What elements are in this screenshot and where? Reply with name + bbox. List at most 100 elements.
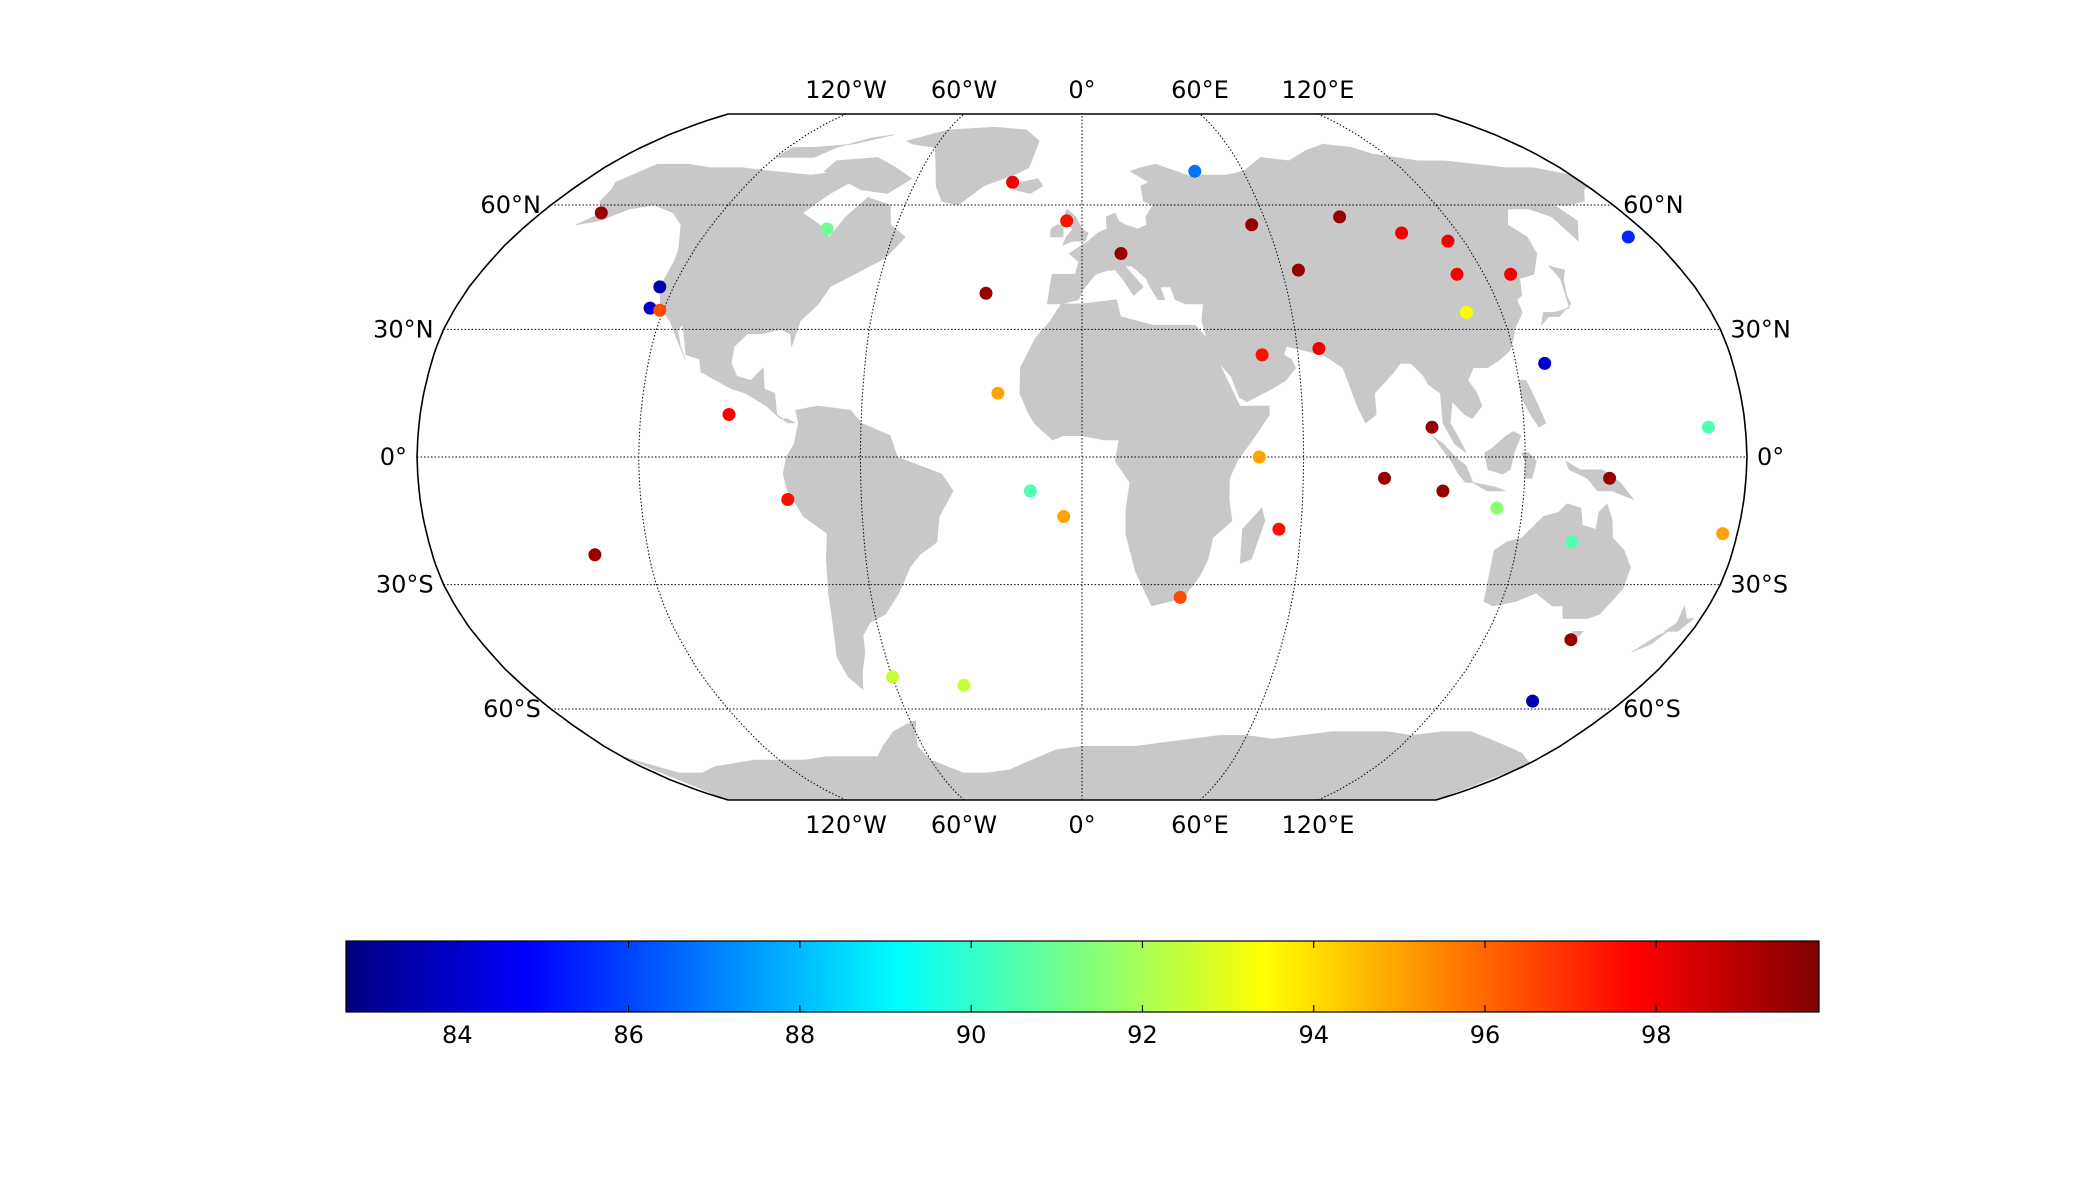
station-point	[1490, 501, 1504, 515]
land-polygon	[1540, 265, 1572, 327]
meridian-line	[859, 114, 965, 800]
station-point	[1378, 471, 1391, 485]
colorbar-tick-label: 98	[1641, 1021, 1672, 1049]
station-point	[1603, 471, 1617, 485]
meridian-label-bottom: 120°W	[805, 811, 887, 839]
station-point	[1252, 450, 1266, 464]
station-point	[1173, 590, 1187, 604]
station-point	[1057, 510, 1071, 523]
land-polygon	[1247, 324, 1284, 356]
station-point	[1060, 214, 1074, 228]
station-point	[1504, 267, 1518, 281]
meridian-label-top: 120°E	[1281, 76, 1354, 104]
station-point	[886, 670, 899, 684]
station-point	[1441, 234, 1455, 248]
colorbar-gradient	[345, 940, 1820, 1013]
station-point	[1701, 420, 1715, 434]
station-point	[957, 678, 971, 692]
colorbar-tick-label: 92	[1127, 1021, 1158, 1049]
parallel-label-left: 30°N	[373, 315, 434, 343]
station-point	[1538, 356, 1552, 370]
station-point	[1291, 263, 1305, 277]
land-polygon	[1484, 431, 1522, 475]
meridian-label-bottom: 60°E	[1171, 811, 1229, 839]
meridian-label-top: 60°E	[1171, 76, 1229, 104]
station-point	[1006, 175, 1020, 189]
parallel-label-right: 30°N	[1730, 315, 1791, 343]
station-point	[1255, 348, 1269, 362]
station-point	[1114, 247, 1128, 260]
station-point	[643, 301, 657, 315]
parallel-label-left: 30°S	[376, 571, 434, 599]
station-point	[991, 386, 1005, 400]
station-point	[1333, 210, 1347, 224]
colorbar-tick-label: 86	[613, 1021, 644, 1049]
land-polygon	[1046, 143, 1588, 453]
parallel-label-right: 60°S	[1623, 695, 1681, 723]
land-polygon	[1050, 224, 1064, 238]
station-point	[653, 280, 667, 294]
land-polygon	[1565, 460, 1635, 501]
station-point	[1564, 633, 1578, 647]
land-polygon	[905, 126, 1040, 206]
parallel-label-left: 60°S	[483, 695, 541, 723]
land-polygon	[1521, 452, 1537, 479]
station-point	[588, 548, 602, 562]
meridian-label-top: 0°	[1068, 76, 1095, 104]
parallel-label-right: 30°S	[1730, 571, 1788, 599]
meridian-label-top: 60°W	[931, 76, 997, 104]
colorbar-tick-label: 90	[956, 1021, 987, 1049]
station-point	[1450, 267, 1464, 281]
graticule	[417, 114, 1747, 800]
land-polygon	[1472, 482, 1506, 492]
station-point	[781, 493, 795, 506]
map-border	[416, 113, 1748, 801]
station-points	[588, 164, 1730, 708]
station-point	[594, 206, 608, 220]
parallel-label-right: 60°N	[1623, 191, 1684, 219]
station-point	[1245, 218, 1259, 232]
land-polygon	[1013, 178, 1044, 194]
colorbar-tick-label: 84	[442, 1021, 473, 1049]
land-polygon	[823, 157, 913, 194]
station-point	[1272, 522, 1286, 536]
land-polygon	[1239, 507, 1266, 564]
meridian-label-bottom: 0°	[1068, 811, 1095, 839]
meridian-label-bottom: 60°W	[931, 811, 997, 839]
station-point	[1526, 694, 1540, 708]
parallel-label-left: 0°	[380, 443, 407, 471]
land-polygon	[1483, 503, 1631, 619]
parallel-label-left: 60°N	[480, 191, 541, 219]
meridian-line	[638, 114, 847, 800]
station-point	[1436, 484, 1450, 498]
meridian-line	[1199, 114, 1305, 800]
land-polygon	[622, 719, 1531, 800]
station-point	[979, 286, 993, 300]
land-polygon	[774, 134, 894, 158]
station-point	[1565, 535, 1579, 549]
station-point	[722, 408, 736, 421]
station-point	[1312, 342, 1326, 355]
parallel-label-right: 0°	[1757, 443, 1784, 471]
meridian-label-top: 120°W	[805, 76, 887, 104]
world-map: 60°N 60°N 30°N 30°N 0° 0° 30°S 30°S 60°S 60°S 120°…	[373, 76, 1791, 839]
meridian-label-bottom: 120°E	[1281, 811, 1354, 839]
colorbar-tick-label: 96	[1470, 1021, 1501, 1049]
station-point	[653, 303, 667, 317]
graticule-labels: 60°N 60°N 30°N 30°N 0° 0° 30°S 30°S 60°S 60°S 120°…	[373, 76, 1791, 839]
station-point	[1621, 230, 1635, 244]
land-polygon	[1518, 380, 1547, 428]
colorbar-tick-label: 94	[1298, 1021, 1329, 1049]
land-polygon	[1663, 604, 1695, 632]
land-polygon	[1631, 631, 1668, 653]
station-point	[1460, 305, 1473, 319]
station-point	[820, 222, 834, 236]
station-point	[1395, 226, 1409, 240]
station-point	[1425, 420, 1439, 434]
colorbar-tick-label: 88	[785, 1021, 816, 1049]
station-point	[1023, 484, 1037, 498]
colorbar: 84 86 88 90 92 94 96 98	[345, 940, 1820, 1049]
station-point	[1716, 527, 1730, 541]
meridian-line	[1317, 114, 1526, 800]
